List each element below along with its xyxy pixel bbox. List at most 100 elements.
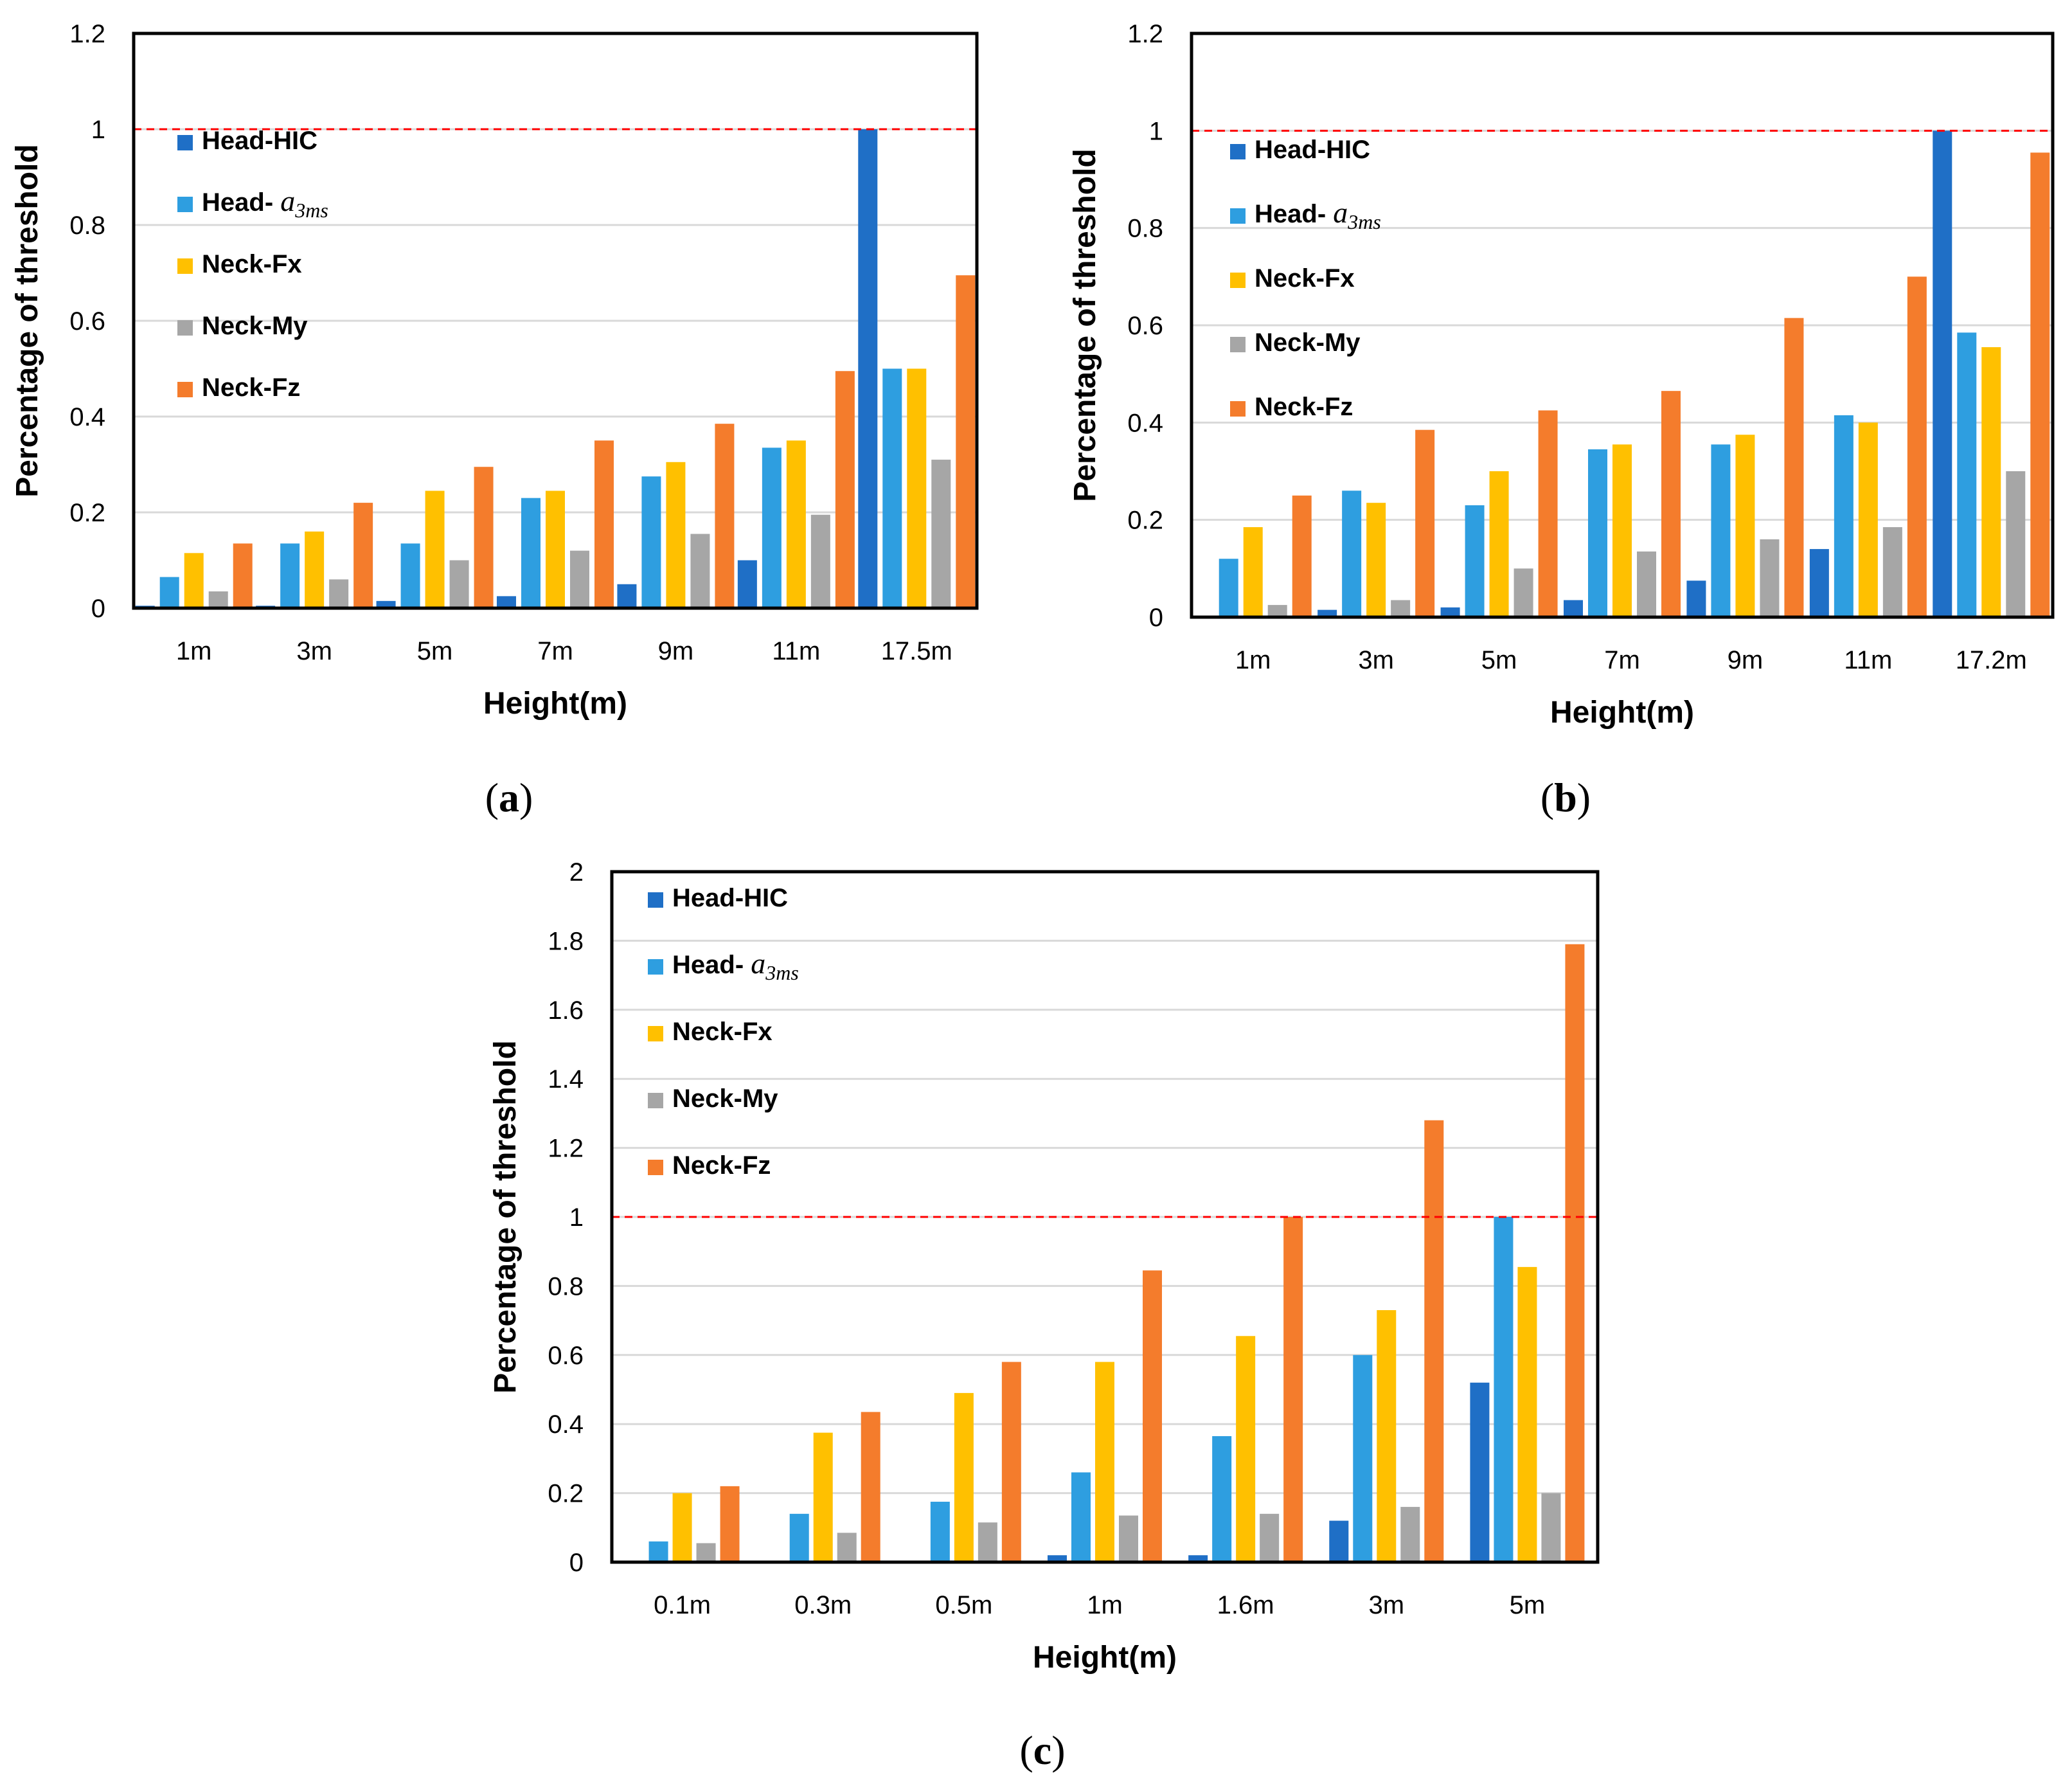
legend-math-symbol: a: [751, 947, 765, 980]
legend-swatch-head-hic: [1230, 144, 1246, 159]
legend-swatch-head-a3ms: [648, 959, 663, 975]
legend-label-neck-fx: Neck-Fx: [672, 1018, 773, 1046]
bar-neck-fz-5m: [1565, 944, 1585, 1562]
legend-swatch-neck-fz: [177, 382, 193, 397]
bar-head-hic-9m: [617, 584, 637, 608]
bar-neck-fx-9m: [1735, 435, 1755, 617]
legend-label-head-a3ms: Head- a3ms: [1255, 196, 1381, 233]
x-tick-label: 3m: [1368, 1591, 1404, 1619]
y-tick-label: 0.4: [69, 403, 105, 431]
legend-math-subscript: 3ms: [765, 961, 799, 984]
y-tick-label: 0.4: [1127, 409, 1163, 437]
legend-label-neck-fz: Neck-Fz: [672, 1151, 771, 1180]
bar-head-a3ms-3m: [1353, 1354, 1373, 1562]
bar-neck-my-1m: [1267, 605, 1287, 617]
bar-neck-fx-0-5m: [954, 1392, 974, 1562]
legend-swatch-head-hic: [177, 135, 193, 150]
panel-label-open: (: [1019, 1727, 1033, 1773]
bar-head-hic-5m: [376, 600, 396, 608]
legend-swatch-head-hic: [648, 892, 663, 908]
x-tick-labels: 1m 3m 5m 7m 9m 11m 17.5m: [176, 637, 952, 665]
x-tick-label: 11m: [772, 637, 820, 665]
bar-neck-fx-7m: [546, 491, 565, 608]
bar-neck-my-0-3m: [837, 1533, 857, 1562]
legend-swatch-neck-my: [648, 1093, 663, 1108]
bar-head-hic-1-6m: [1188, 1555, 1208, 1562]
panel-label-close: ): [1051, 1727, 1065, 1773]
y-axis-title: Percentage of threshold: [1068, 148, 1102, 501]
chart-panel-b: 0 0.2 0.4 0.6 0.8 1 1.2 1m 3m 5m 7m 9m 11m 17.2m Hea…: [1068, 20, 2055, 820]
legend-label-neck-fx: Neck-Fx: [202, 250, 302, 278]
legend-swatch-head-a3ms: [177, 197, 193, 212]
bar-head-hic-17-2m: [1933, 130, 1952, 618]
bar-head-a3ms-0-5m: [930, 1502, 950, 1562]
bar-neck-fx-5m: [1517, 1266, 1537, 1562]
bar-head-a3ms-1-6m: [1212, 1436, 1232, 1562]
bar-neck-fz-5m: [1538, 410, 1558, 617]
bars: [135, 129, 976, 609]
x-tick-label: 17.2m: [1956, 646, 2027, 674]
bar-neck-fz-11m: [1907, 276, 1927, 617]
bar-neck-fx-1-6m: [1236, 1336, 1256, 1562]
panel-label-letter: b: [1554, 775, 1577, 820]
y-tick-label: 1: [1149, 117, 1163, 145]
bar-neck-fx-0-1m: [672, 1493, 692, 1562]
bar-neck-my-5m: [449, 560, 469, 608]
x-tick-label: 7m: [537, 637, 573, 665]
y-tick-label: 1.2: [69, 20, 105, 48]
legend-swatch-neck-my: [1230, 337, 1246, 352]
bar-head-hic-11m: [1809, 549, 1829, 617]
plot-frame: [1190, 32, 2055, 619]
bar-head-hic-5m: [1470, 1382, 1490, 1562]
bar-head-a3ms-1m: [159, 577, 179, 608]
bar-head-hic-11m: [737, 560, 757, 608]
legend-swatch-neck-fx: [177, 258, 193, 274]
chart-panel-a: 0 0.2 0.4 0.6 0.8 1 1.2 1m 3m 5m 7m 9m 11m 17.5m Hea…: [10, 20, 979, 820]
panel-label-close: ): [1577, 775, 1591, 820]
y-tick-label: 0: [1149, 604, 1163, 632]
bar-neck-fx-1m: [1243, 527, 1263, 617]
bar-head-hic-3m: [1317, 609, 1337, 617]
bar-neck-fz-5m: [474, 467, 494, 608]
x-tick-label: 3m: [1358, 646, 1394, 674]
plot-frame: [132, 32, 979, 610]
x-tick-label: 0.3m: [794, 1591, 852, 1619]
legend-label-neck-fz: Neck-Fz: [1255, 393, 1353, 421]
x-tick-label: 1m: [176, 637, 212, 665]
bar-neck-fz-0-1m: [720, 1486, 740, 1562]
x-tick-label: 9m: [658, 637, 694, 665]
bar-head-a3ms-5m: [1465, 505, 1485, 617]
bar-head-a3ms-7m: [1588, 449, 1607, 617]
legend-label-head-hic: Head-HIC: [202, 127, 317, 155]
bar-head-a3ms-5m: [1494, 1217, 1514, 1562]
bar-neck-my-3m: [329, 579, 349, 608]
legend-label-head-hic: Head-HIC: [672, 884, 788, 912]
y-tick-label: 0: [91, 595, 105, 623]
bar-neck-fz-0-3m: [861, 1412, 880, 1562]
x-tick-label: 7m: [1604, 646, 1640, 674]
y-axis-title: Percentage of threshold: [488, 1040, 522, 1393]
bar-neck-fx-17-2m: [1981, 347, 2001, 617]
bar-neck-fx-5m: [425, 491, 445, 608]
x-tick-label: 5m: [1510, 1591, 1546, 1619]
x-tick-label: 1.6m: [1217, 1591, 1274, 1619]
bar-head-a3ms-9m: [1711, 444, 1731, 617]
y-tick-labels: 0 0.2 0.4 0.6 0.8 1 1.2 1.4 1.6 1.8 2: [548, 858, 584, 1577]
x-axis-title: Height(m): [1033, 1641, 1177, 1675]
bar-head-a3ms-17-2m: [1957, 332, 1977, 617]
y-tick-label: 1.4: [548, 1065, 584, 1094]
x-tick-label: 17.5m: [881, 637, 952, 665]
bar-head-a3ms-11m: [1834, 415, 1853, 617]
bar-neck-fx-3m: [1366, 503, 1386, 617]
bar-neck-my-7m: [1637, 551, 1656, 617]
bar-neck-my-1m: [208, 591, 228, 608]
x-tick-label: 0.1m: [654, 1591, 711, 1619]
legend-label-prefix: Head-: [202, 188, 280, 217]
legend-label-prefix: Head-: [1255, 200, 1333, 228]
y-tick-label: 0.6: [548, 1342, 584, 1370]
x-tick-label: 5m: [417, 637, 453, 665]
bar-neck-fx-1m: [184, 553, 204, 608]
bar-neck-fx-17-5m: [907, 368, 927, 608]
bar-neck-fz-17-2m: [2030, 152, 2050, 618]
